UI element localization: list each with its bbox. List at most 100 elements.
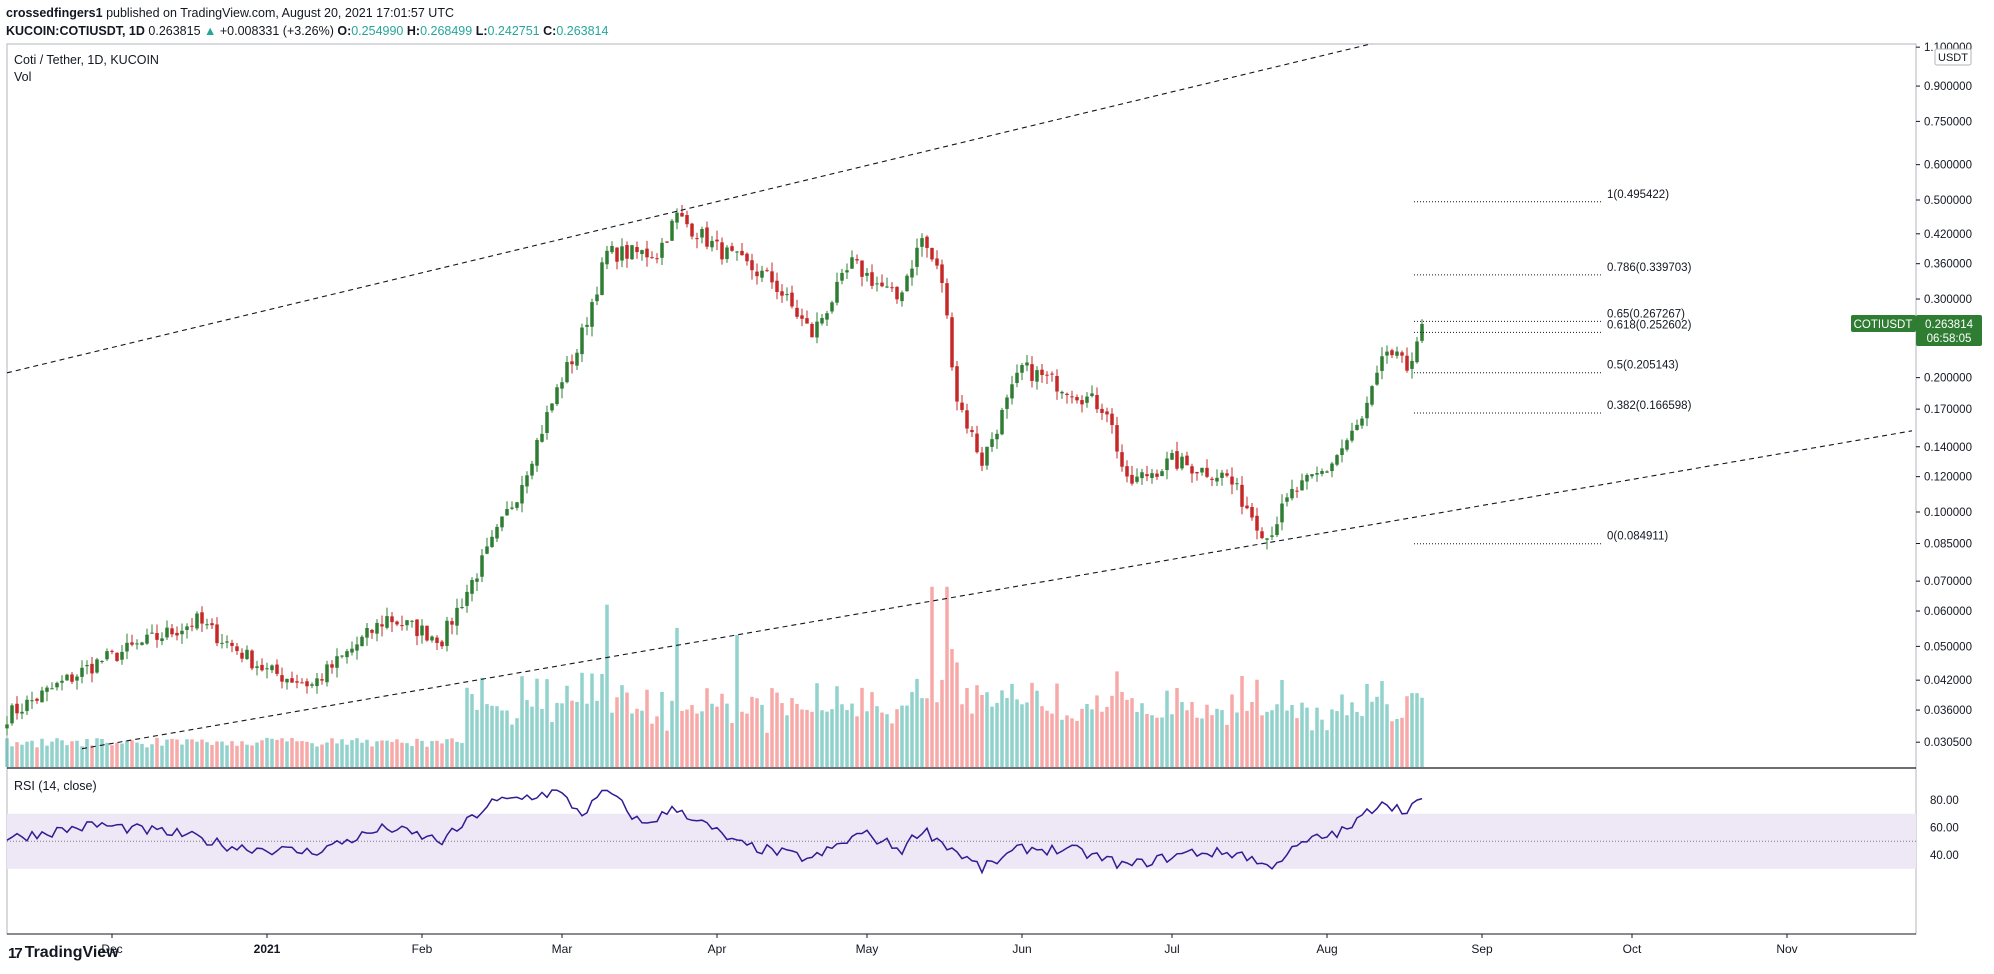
volume-bar <box>855 716 859 767</box>
symbol-label: KUCOIN:COTIUSDT, 1D <box>6 24 145 38</box>
publish-info: published on TradingView.com, August 20,… <box>106 6 454 20</box>
candle-body <box>1370 386 1374 405</box>
volume-bar <box>415 738 419 767</box>
candle-body <box>785 294 789 296</box>
volume-bar <box>775 692 779 767</box>
volume-bar <box>390 742 394 767</box>
candle-body <box>945 283 949 316</box>
candle-body <box>1275 524 1279 536</box>
volume-bar <box>450 738 454 767</box>
candle-body <box>250 650 254 669</box>
time-tick-label: Jun <box>1012 942 1031 956</box>
candle-body <box>1330 463 1334 472</box>
volume-bar <box>1080 708 1084 767</box>
volume-bar <box>1305 707 1309 767</box>
volume-bar <box>530 706 534 767</box>
candle-body <box>1325 471 1329 473</box>
candle-body <box>475 578 479 582</box>
candle-body <box>1315 473 1319 475</box>
candle-body <box>655 258 659 260</box>
volume-bar <box>435 740 439 767</box>
volume-bar <box>725 703 729 767</box>
volume-bar <box>750 696 754 767</box>
price-tick-label: 0.042000 <box>1924 675 1972 687</box>
volume-bar <box>1180 702 1184 767</box>
volume-bar <box>275 739 279 767</box>
candle-body <box>640 250 644 254</box>
volume-bar <box>635 708 639 767</box>
candle-body <box>565 362 569 383</box>
volume-bar <box>1185 710 1189 767</box>
candle-body <box>960 402 964 410</box>
candle-body <box>1125 466 1129 477</box>
volume-bar <box>960 704 964 767</box>
publisher-name[interactable]: crossedfingers1 <box>6 6 103 20</box>
close-value: 0.263814 <box>556 24 609 38</box>
volume-bar <box>1040 706 1044 767</box>
candle-body <box>965 410 969 429</box>
candle-body <box>25 699 29 712</box>
candle-body <box>1235 483 1239 485</box>
candle-body <box>35 698 39 701</box>
candle-body <box>920 238 924 247</box>
volume-bar <box>650 723 654 767</box>
candle-body <box>1215 477 1219 482</box>
volume-bar <box>940 679 944 767</box>
candle-body <box>50 688 54 690</box>
volume-bar <box>25 741 29 767</box>
volume-bar <box>770 688 774 767</box>
price-axis[interactable]: 1.1000000.9000000.7500000.6000000.500000… <box>1916 42 1972 749</box>
trendline-lower <box>81 430 1913 750</box>
volume-bar <box>1340 694 1344 767</box>
volume-bar <box>780 703 784 767</box>
candle-body <box>900 292 904 302</box>
candle-body <box>1350 430 1354 441</box>
candle-body <box>465 591 469 606</box>
countdown-text: 06:58:05 <box>1927 333 1972 345</box>
volume-bar <box>260 740 264 767</box>
volume-bar <box>1235 712 1239 767</box>
volume-bar <box>480 677 484 767</box>
volume-bar <box>180 744 184 767</box>
candle-body <box>875 283 879 285</box>
volume-bar <box>595 700 599 767</box>
volume-bar <box>1285 710 1289 767</box>
candle-body <box>200 612 204 624</box>
candle-body <box>540 433 544 442</box>
price-tick-label: 0.050000 <box>1924 641 1972 653</box>
candle-body <box>760 270 764 278</box>
volume-bar <box>1275 704 1279 767</box>
candle-body <box>1290 488 1294 499</box>
volume-bar <box>315 746 319 767</box>
volume-bar <box>570 700 574 767</box>
volume-bar <box>210 744 214 767</box>
candle-body <box>510 507 514 509</box>
candle-body <box>990 439 994 447</box>
tradingview-logo[interactable]: 17 TradingView <box>8 944 119 962</box>
candle-body <box>265 668 269 670</box>
time-axis[interactable]: Dec 2021 Feb Mar Apr May Jun Jul Aug Sep Oct Nov <box>101 934 1798 956</box>
candle-body <box>370 629 374 633</box>
volume-bar <box>15 742 19 767</box>
candle-body <box>1265 538 1269 540</box>
low-value: 0.242751 <box>487 24 540 38</box>
volume-bar <box>525 700 529 767</box>
volume-bar <box>340 739 344 767</box>
volume-bar <box>1310 730 1314 767</box>
trendlines[interactable] <box>6 43 1913 750</box>
candle-body <box>890 287 894 289</box>
volume-bar <box>140 744 144 767</box>
price-tick-label: 0.750000 <box>1924 116 1972 128</box>
candle-body <box>1300 480 1304 491</box>
fib-retracement[interactable]: 1(0.495422) 0.786(0.339703) 0.65(0.267267)… <box>1414 189 1692 545</box>
candle-body <box>535 439 539 466</box>
volume-bar <box>925 698 929 767</box>
candle-body <box>240 652 244 659</box>
candle-body <box>1060 391 1064 394</box>
volume-bar <box>645 689 649 767</box>
candle-body <box>820 318 824 324</box>
candle-body <box>1415 341 1419 363</box>
volume-bar <box>495 706 499 767</box>
candle-body <box>645 248 649 258</box>
